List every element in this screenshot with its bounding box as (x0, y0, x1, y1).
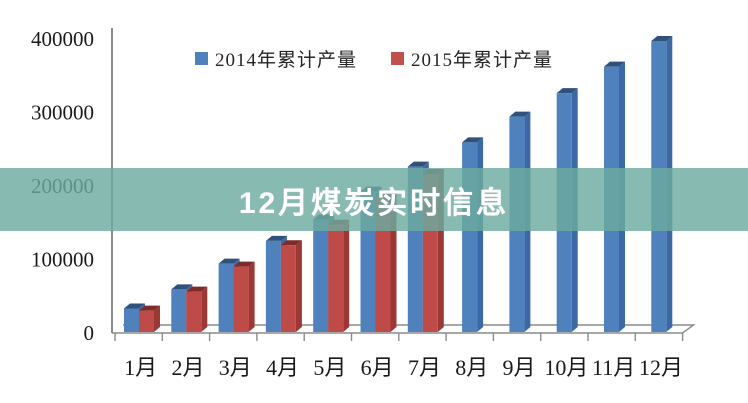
x-axis-label: 3月 (219, 355, 252, 380)
legend-swatch-2015-icon (391, 51, 404, 65)
bar-2014-1月-top (124, 303, 145, 309)
legend-item-2014: 2014年累计产量 (194, 45, 357, 72)
x-axis-label: 12月 (639, 355, 683, 380)
bar-2014-11月-top (604, 61, 625, 67)
bar-2015-5月-side (343, 219, 350, 332)
bar-2015-3月-side (248, 261, 255, 332)
bar-2015-4月 (280, 245, 296, 332)
y-axis-label: 100000 (31, 248, 94, 272)
bar-2014-12月-top (651, 35, 673, 41)
bar-2014-10月-top (556, 88, 578, 94)
x-axis-label: 6月 (361, 355, 394, 380)
page-title: 12月煤炭实时信息 (238, 186, 510, 220)
bar-2014-4月-top (265, 235, 287, 241)
legend-item-2015: 2015年累计产量 (391, 45, 553, 72)
legend-swatch-2014-icon (194, 51, 208, 65)
x-axis-label: 2月 (171, 355, 204, 380)
bar-2015-2月 (186, 291, 202, 332)
x-axis-label: 9月 (503, 355, 536, 380)
bar-2015-3月 (233, 266, 249, 332)
bar-2015-4月-side (295, 240, 302, 332)
bar-2015-1月-side (154, 305, 160, 332)
bar-2014-2月-top (171, 284, 193, 290)
bar-2015-2月-top (186, 286, 208, 292)
legend-label-2015: 2015年累计产量 (411, 49, 554, 71)
bar-2015-2月-side (201, 286, 208, 332)
chart-legend: 2014年累计产量 2015年累计产量 (0, 44, 748, 72)
bar-2014-7月-top (407, 161, 429, 167)
x-axis-label: 11月 (592, 355, 635, 380)
x-axis-label: 1月 (124, 355, 157, 380)
y-axis-label: 400000 (31, 27, 94, 51)
x-axis-label: 5月 (313, 355, 346, 380)
x-axis-label: 10月 (544, 355, 588, 380)
chart-floor (112, 325, 694, 333)
y-axis-label: 300000 (31, 101, 94, 125)
bar-2014-8月-side (477, 137, 484, 332)
bar-2015-4月-top (280, 240, 302, 246)
bar-2014-8月-top (462, 137, 484, 143)
bar-2015-1月-top (139, 305, 160, 311)
bar-2014-3月 (218, 263, 234, 332)
bar-2015-1月 (139, 310, 154, 332)
bar-2014-2月 (171, 289, 187, 332)
bar-2014-4月 (265, 240, 281, 332)
bar-2015-3月-top (233, 261, 255, 267)
bar-2015-5月 (328, 224, 344, 332)
bar-2014-5月 (313, 219, 329, 332)
x-axis-label: 7月 (408, 355, 441, 380)
legend-label-2014: 2014年累计产量 (214, 49, 357, 71)
bar-2014-1月 (124, 308, 139, 332)
x-axis-label: 4月 (266, 355, 299, 380)
x-axis-label: 8月 (455, 355, 488, 380)
title-banner: 12月煤炭实时信息 (0, 168, 748, 231)
bar-2014-3月-top (218, 258, 240, 264)
bar-2014-9月-top (509, 111, 531, 117)
y-axis-label: 0 (84, 321, 95, 345)
